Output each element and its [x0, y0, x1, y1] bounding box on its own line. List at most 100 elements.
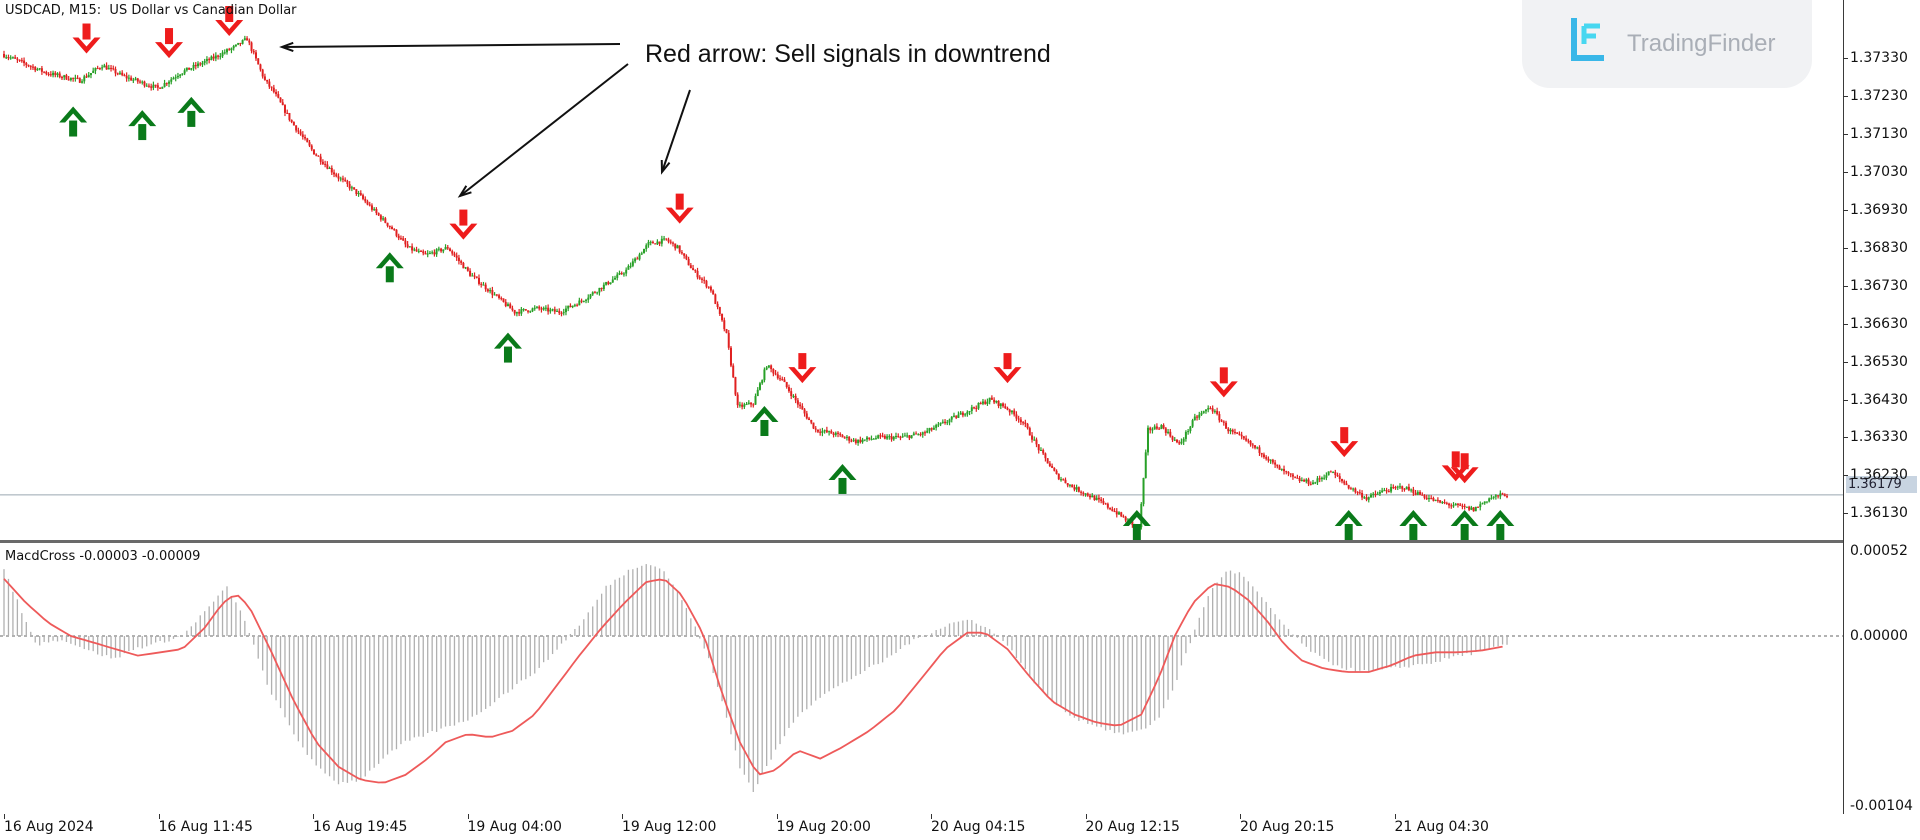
candle-body	[544, 307, 547, 309]
candle-body	[1269, 459, 1272, 461]
candle-body	[1180, 441, 1183, 444]
candle-body	[591, 292, 594, 295]
candle-body	[808, 418, 811, 420]
sell-arrow-icon	[1441, 451, 1470, 482]
candle-body	[1396, 486, 1399, 488]
candle-body	[926, 430, 929, 433]
candle-body	[1256, 447, 1259, 449]
price-axis[interactable]: 1.36179 1.37330 1.37230 1.37130 1.37030 1.36…	[1843, 0, 1920, 814]
candle-body	[239, 42, 242, 44]
candle-body	[785, 382, 788, 388]
price-axis-label: 1.36830	[1850, 239, 1908, 256]
candle-body	[509, 304, 512, 309]
candle-body	[451, 251, 454, 254]
candle-body	[959, 412, 962, 415]
candle-body	[636, 258, 639, 260]
candle-body	[569, 305, 572, 308]
candle-body	[362, 195, 365, 199]
candle-body	[596, 292, 599, 294]
candle-body	[1104, 503, 1107, 505]
candle-body	[796, 400, 799, 405]
candle-body	[872, 438, 875, 440]
candle-body	[469, 270, 472, 276]
candle-body	[393, 229, 396, 231]
candle-body	[1198, 414, 1201, 418]
candle-body	[1151, 429, 1154, 431]
candle-body	[1278, 466, 1281, 470]
candle-body	[226, 49, 228, 53]
candle-body	[629, 265, 632, 267]
candle-body	[11, 57, 14, 59]
candle-body	[687, 258, 690, 266]
candle-body	[1289, 473, 1292, 475]
candle-body	[1327, 471, 1330, 476]
candle-body	[1077, 487, 1080, 492]
candle-body	[1385, 490, 1388, 492]
candle-body	[1376, 493, 1379, 495]
candle-body	[850, 440, 853, 442]
candle-body	[1358, 492, 1361, 494]
candle-body	[772, 369, 775, 374]
candle-body	[114, 68, 117, 74]
candle-body	[246, 38, 249, 41]
candle-body	[964, 414, 967, 416]
candle-body	[85, 76, 88, 78]
macd-indicator-pane[interactable]: MacdCross -0.00003 -0.00009	[0, 543, 1843, 815]
candle-body	[1345, 483, 1348, 486]
candle-body	[1454, 503, 1457, 506]
candle-body	[1265, 457, 1268, 459]
price-chart-canvas[interactable]	[0, 0, 1843, 540]
candle-body	[658, 241, 661, 244]
candle-body	[52, 72, 55, 76]
candle-body	[1010, 410, 1013, 413]
macd-indicator-canvas[interactable]	[0, 543, 1843, 814]
candle-body	[156, 85, 159, 88]
candle-body	[163, 83, 166, 87]
candle-body	[1229, 429, 1232, 432]
candle-body	[892, 436, 895, 440]
sell-arrow-icon	[215, 6, 244, 36]
candle-body	[524, 309, 527, 311]
buy-arrow-head	[177, 96, 206, 113]
candle-body	[721, 313, 724, 321]
candle-body	[1013, 410, 1016, 415]
candle-body	[886, 436, 889, 439]
candle-body	[1109, 507, 1112, 510]
candle-body	[319, 156, 322, 162]
candle-body	[337, 176, 340, 179]
buy-arrow-icon	[750, 405, 779, 436]
candle-body	[841, 435, 844, 438]
candle-body	[1082, 492, 1085, 494]
candle-body	[531, 308, 534, 312]
candle-body	[321, 161, 324, 164]
candle-body	[556, 310, 559, 312]
candle-body	[678, 245, 681, 253]
candle-body	[221, 52, 224, 57]
buy-arrow-shaft	[1409, 524, 1418, 540]
buy-arrow-icon	[59, 106, 88, 137]
price-chart-pane[interactable]: USDCAD, M15: US Dollar vs Canadian Dolla…	[0, 0, 1843, 543]
price-axis-tick	[1843, 323, 1848, 325]
sell-arrow-shaft	[459, 209, 468, 226]
candle-body	[895, 436, 897, 438]
sell-arrow-icon	[1330, 427, 1359, 458]
candle-body	[540, 308, 543, 310]
buy-arrow-head	[828, 463, 857, 480]
candle-body	[272, 87, 275, 92]
candle-body	[527, 310, 530, 312]
candle-body	[1312, 482, 1315, 485]
candle-body	[1245, 438, 1248, 441]
candle-body	[31, 66, 34, 68]
candle-body	[689, 265, 692, 269]
candle-body	[437, 248, 440, 250]
buy-arrow-head	[1399, 510, 1428, 526]
candle-body	[364, 198, 367, 202]
candle-body	[910, 435, 913, 439]
candle-body	[471, 275, 474, 277]
candle-body	[310, 145, 313, 150]
candle-body	[1441, 502, 1444, 504]
candle-body	[1412, 489, 1415, 494]
candle-body	[1113, 511, 1116, 513]
time-axis[interactable]: 16 Aug 2024 16 Aug 11:45 16 Aug 19:45 19 Au…	[0, 814, 1920, 840]
candle-body	[1057, 474, 1060, 480]
